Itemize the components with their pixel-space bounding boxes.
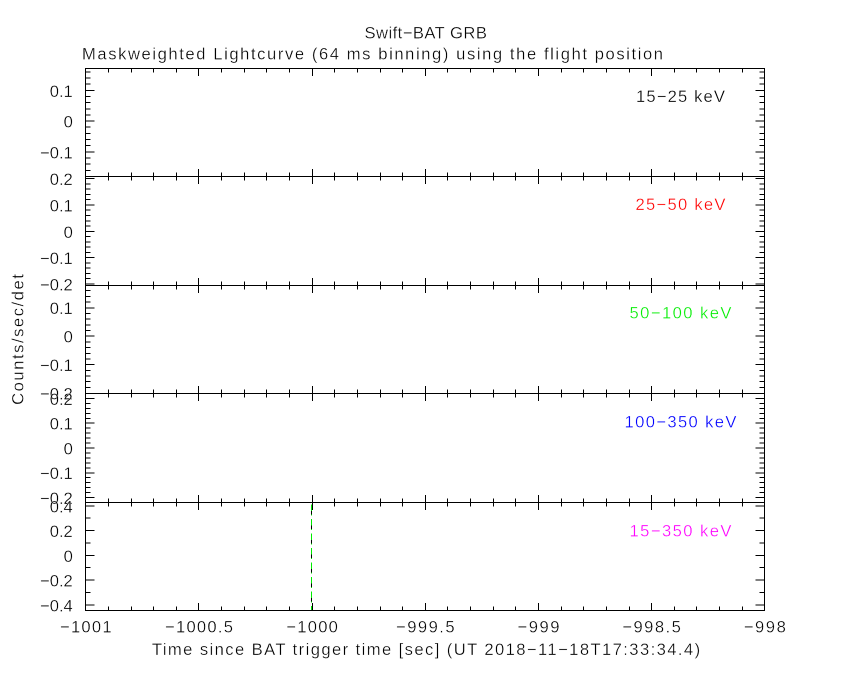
svg-text:−1000: −1000 [286,617,338,636]
svg-text:0: 0 [64,328,73,347]
svg-text:−0.1: −0.1 [40,143,73,162]
svg-text:0.2: 0.2 [50,170,73,189]
svg-text:−0.2: −0.2 [40,276,73,295]
svg-text:0.1: 0.1 [50,82,73,101]
svg-text:−999.5: −999.5 [396,617,455,636]
svg-text:0.1: 0.1 [50,197,73,216]
svg-text:−0.2: −0.2 [40,489,73,508]
svg-text:−0.2: −0.2 [40,572,73,591]
svg-text:Time since BAT trigger time [s: Time since BAT trigger time [sec] (UT 20… [152,640,700,659]
svg-text:0: 0 [64,440,73,459]
svg-text:−1001: −1001 [60,617,112,636]
svg-text:Swift−BAT GRB: Swift−BAT GRB [365,23,487,42]
svg-text:15−350 keV: 15−350 keV [630,522,732,541]
svg-text:0: 0 [64,223,73,242]
svg-text:0.4: 0.4 [50,497,73,516]
svg-text:−0.2: −0.2 [40,385,73,404]
svg-text:−0.1: −0.1 [40,356,73,375]
svg-text:100−350 keV: 100−350 keV [625,413,737,432]
svg-text:50−100 keV: 50−100 keV [630,304,732,323]
svg-text:−0.4: −0.4 [40,596,73,615]
svg-text:0: 0 [64,547,73,566]
svg-text:−0.1: −0.1 [40,249,73,268]
svg-text:25−50 keV: 25−50 keV [636,195,726,214]
svg-text:0.1: 0.1 [50,415,73,434]
svg-text:Counts/sec/det: Counts/sec/det [9,274,28,405]
svg-text:Maskweighted Lightcurve (64 ms: Maskweighted Lightcurve (64 ms binning) … [82,45,663,64]
svg-text:−0.1: −0.1 [40,464,73,483]
svg-text:0.2: 0.2 [50,390,73,409]
svg-text:15−25 keV: 15−25 keV [636,87,725,106]
svg-text:0.1: 0.1 [50,299,73,318]
svg-text:0: 0 [64,113,73,132]
svg-text:−998.5: −998.5 [622,617,681,636]
svg-text:0.2: 0.2 [50,522,73,541]
svg-text:−1000.5: −1000.5 [165,617,233,636]
